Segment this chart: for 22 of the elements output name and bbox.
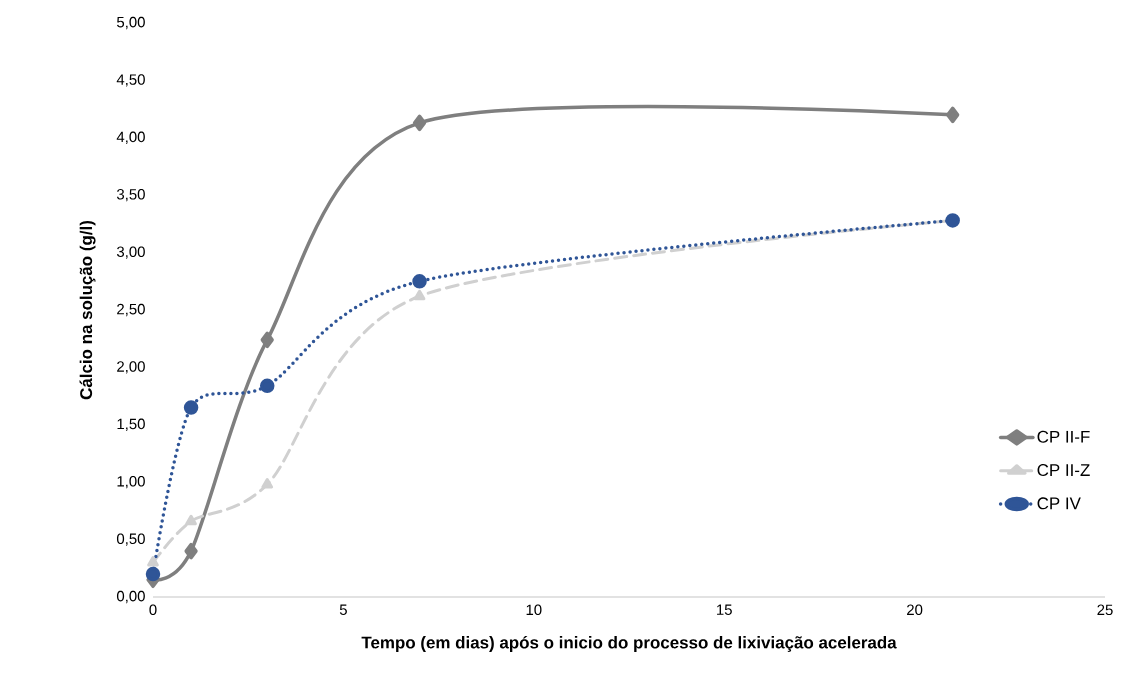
- x-tick-label: 20: [907, 604, 923, 616]
- x-tick-label: 5: [339, 604, 347, 615]
- y-tick-label: 1,00: [117, 476, 145, 489]
- x-tick-label: 10: [526, 604, 542, 616]
- y-axis-title: Cálcio na solução (g/l): [79, 220, 96, 400]
- y-tick-label: 3,50: [116, 189, 145, 202]
- x-tick-label: 15: [717, 604, 732, 615]
- x-tick-label: 0: [149, 604, 157, 616]
- legend-label: CP II-F: [1037, 430, 1090, 443]
- legend-label: CP IV: [1037, 497, 1081, 510]
- y-tick-label: 4,50: [116, 74, 145, 87]
- y-tick-label: 1,50: [117, 418, 145, 431]
- y-tick-label: 3,00: [116, 246, 145, 259]
- legend-label: CP II-Z: [1037, 464, 1090, 477]
- y-tick-label: 2,00: [117, 361, 145, 374]
- y-tick-label: 0,00: [116, 590, 145, 604]
- y-tick-label: 4,00: [116, 131, 145, 144]
- x-axis-title: Tempo (em dias) após o inicio do processo de lixiviação acelerada: [361, 635, 897, 652]
- y-tick-label: 5,00: [116, 16, 145, 30]
- y-tick-label: 2,50: [117, 303, 145, 317]
- x-tick-label: 25: [1097, 604, 1113, 616]
- y-tick-label: 0,50: [116, 533, 145, 546]
